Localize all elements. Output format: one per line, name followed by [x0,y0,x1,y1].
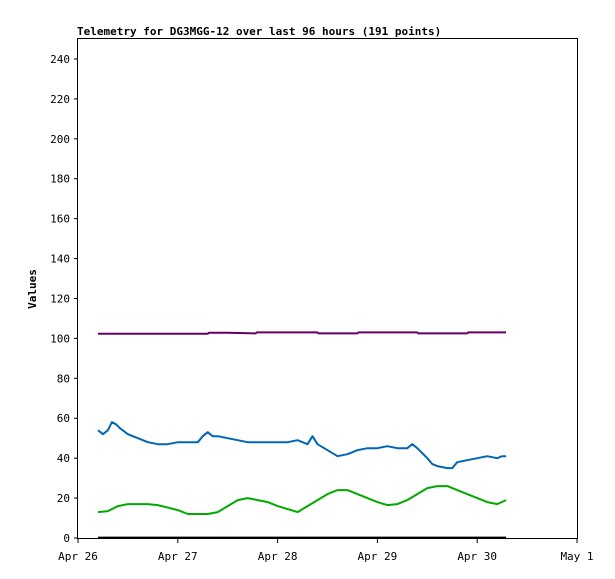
x-tick-label: May 1 [560,550,593,563]
y-tick-label: 180 [50,173,70,186]
x-tick-label: Apr 30 [457,550,497,563]
y-tick-label: 0 [63,532,70,545]
y-tick-label: 200 [50,133,70,146]
y-tick-label: 40 [57,452,70,465]
y-axis: 0 20 40 60 80 100 120 140 160 180 200 220 240 [50,53,78,545]
x-axis: Apr 26 Apr 27 Apr 28 Apr 29 Apr 30 May 1 [58,538,594,563]
series-line-2 [97,421,507,470]
series-line-3 [97,485,507,515]
y-tick-label: 240 [50,53,70,66]
chart-title: Telemetry for DG3MGG-12 over last 96 hou… [77,25,441,38]
series-line-1 [98,331,507,335]
x-tick-label: Apr 29 [358,550,398,563]
y-tick-label: 60 [57,412,70,425]
x-tick-label: Apr 27 [158,550,198,563]
series-layer [97,331,507,539]
y-tick-label: 80 [57,372,70,385]
y-tick-label: 120 [50,292,70,305]
y-tick-label: 160 [50,213,70,226]
x-tick-label: Apr 26 [58,550,98,563]
y-tick-label: 100 [50,332,70,345]
y-tick-label: 140 [50,253,70,266]
y-axis-title: Values [26,269,39,309]
y-tick-label: 20 [57,492,70,505]
y-tick-label: 220 [50,93,70,106]
x-tick-label: Apr 28 [258,550,298,563]
